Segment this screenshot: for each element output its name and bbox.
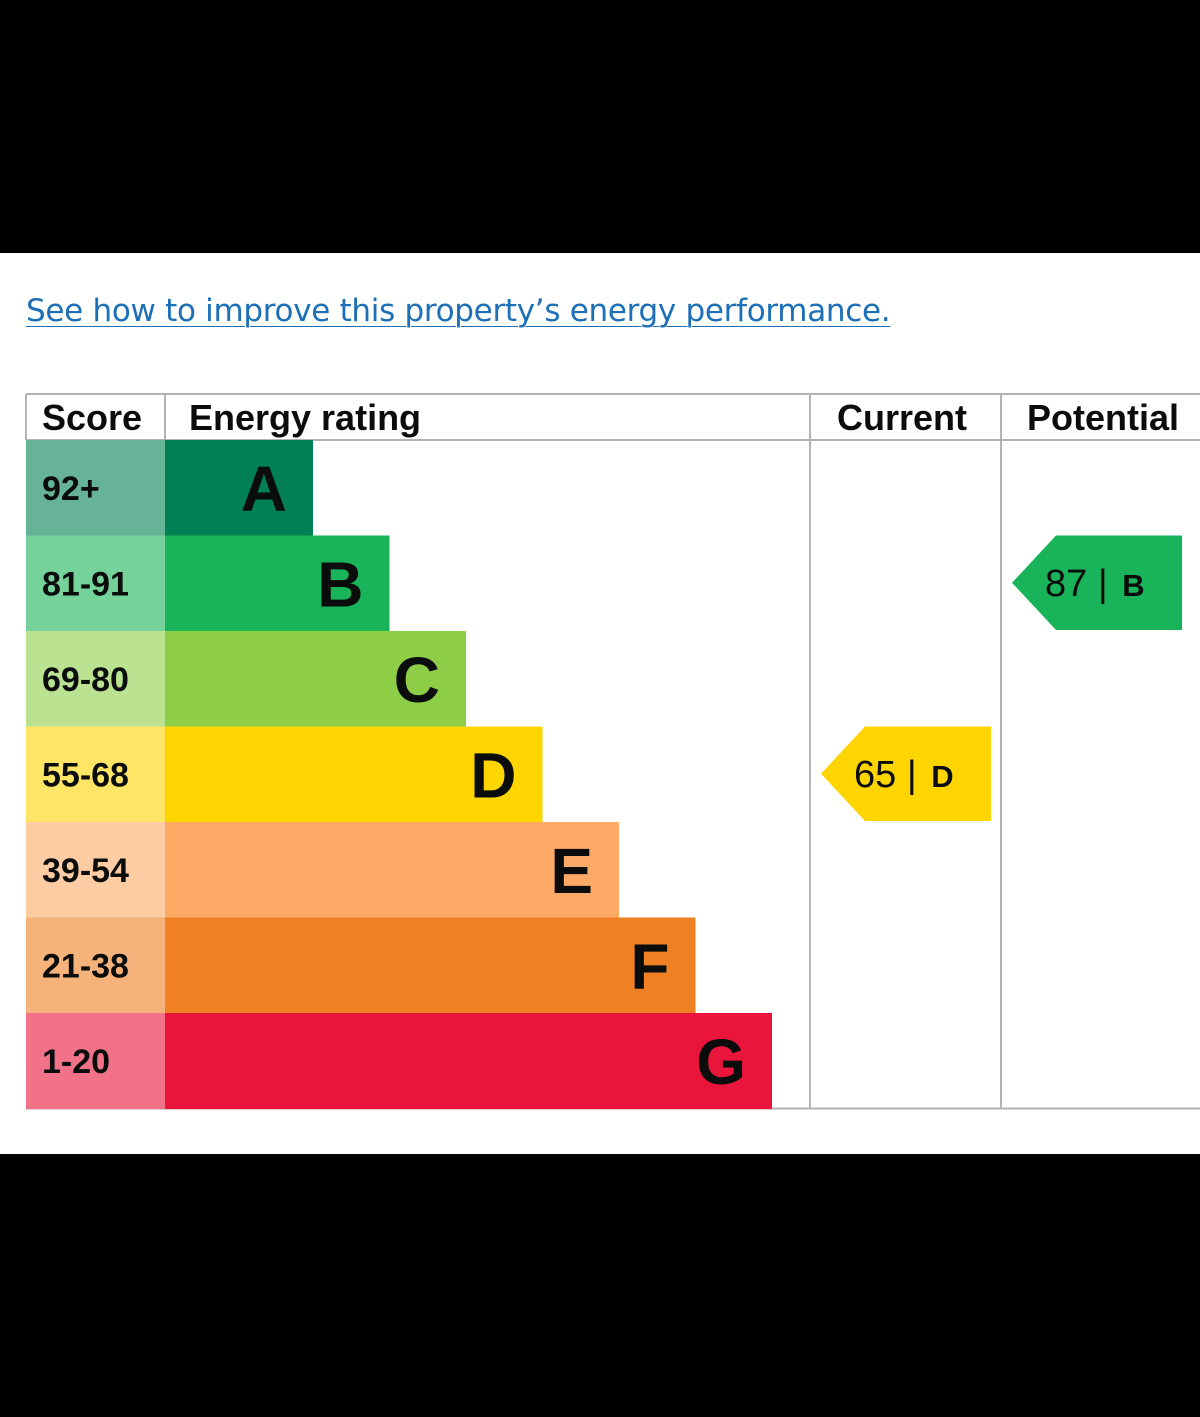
score-header: Score: [42, 397, 142, 438]
band-letter-d: D: [470, 739, 516, 811]
band-bar-b: [165, 535, 390, 632]
band-letter-b: B: [317, 548, 363, 620]
score-cell-e: [26, 822, 165, 919]
energy-rating-chart: Score Energy rating Current Potential 92…: [25, 393, 1200, 1110]
current-rating-marker-arrow: [821, 726, 991, 821]
score-label-c: 69-80: [42, 661, 129, 699]
band-bar-a: [165, 440, 313, 537]
energy-rating-header: Energy rating: [189, 397, 421, 438]
rating-markers: 65 | D 87 | B: [821, 535, 1182, 821]
band-bar-f: [165, 917, 696, 1014]
band-bar-d: [165, 726, 543, 823]
score-label-b: 81-91: [42, 565, 129, 603]
band-bar-c: [165, 631, 466, 728]
potential-rating-marker-arrow: [1012, 535, 1182, 630]
score-cell-a: [26, 440, 165, 537]
epc-panel: See how to improve this property’s energ…: [0, 253, 1200, 1154]
score-cell-g: [26, 1013, 165, 1110]
potential-rating-marker: 87 | B: [1012, 535, 1182, 630]
current-header: Current: [837, 397, 967, 438]
rating-bands: 92+ A 81-91 B 69-80 C 55-68 D 39-54 E 21-38 F 1-20 G: [26, 440, 772, 1110]
score-cell-b: [26, 535, 165, 632]
score-label-a: 92+: [42, 470, 100, 508]
band-bar-e: [165, 822, 619, 919]
score-label-e: 39-54: [42, 852, 129, 890]
band-letter-g: G: [696, 1026, 746, 1098]
potential-rating-marker-label: 87 | B: [1045, 563, 1145, 605]
score-cell-c: [26, 631, 165, 728]
score-cell-f: [26, 917, 165, 1014]
score-label-f: 21-38: [42, 947, 129, 985]
band-letter-e: E: [550, 835, 593, 907]
band-letter-c: C: [394, 644, 440, 716]
band-letter-f: F: [630, 930, 669, 1002]
band-letter-a: A: [241, 453, 287, 525]
band-bar-g: [165, 1013, 772, 1110]
improve-performance-link[interactable]: See how to improve this property’s energ…: [26, 293, 891, 329]
current-rating-marker-label: 65 | D: [854, 754, 954, 796]
score-label-d: 55-68: [42, 756, 129, 794]
potential-header: Potential: [1027, 397, 1179, 438]
current-rating-marker: 65 | D: [821, 726, 991, 821]
score-label-g: 1-20: [42, 1043, 110, 1081]
score-cell-d: [26, 726, 165, 823]
